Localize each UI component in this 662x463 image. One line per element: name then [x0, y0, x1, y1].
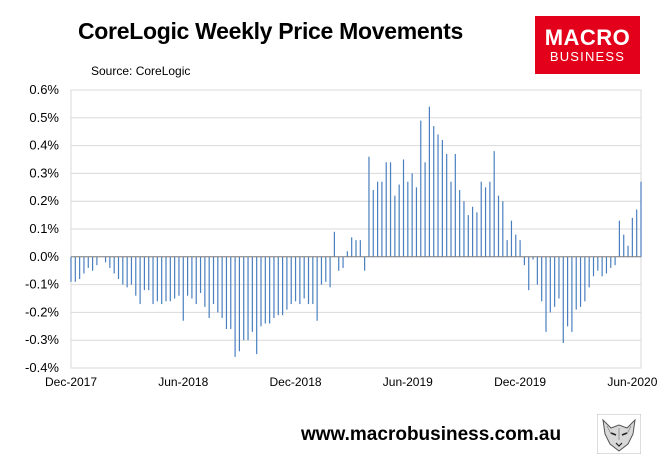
- bar-chart: -0.4% -0.3% -0.2% -0.1% 0.0% 0.1% 0.2% 0.3% 0.4%…: [25, 82, 658, 389]
- logo-line-1: MACRO: [544, 25, 631, 50]
- chart-title: CoreLogic Weekly Price Movements: [78, 18, 463, 44]
- x-tick-label: Dec-2019: [494, 375, 546, 389]
- y-tick-label: 0.5%: [29, 110, 59, 125]
- y-tick-label: 0.1%: [29, 221, 59, 236]
- footer-website-url[interactable]: www.macrobusiness.com.au: [301, 424, 562, 445]
- y-tick-label: 0.6%: [29, 82, 59, 97]
- wolf-head-icon: [597, 414, 641, 454]
- x-tick-label: Dec-2017: [45, 375, 97, 389]
- y-tick-label: 0.0%: [29, 249, 59, 264]
- y-tick-label: 0.3%: [29, 165, 59, 180]
- y-tick-label: 0.2%: [29, 193, 59, 208]
- x-tick-label: Dec-2018: [270, 375, 322, 389]
- x-tick-label: Jun-2018: [158, 375, 208, 389]
- y-tick-label: -0.1%: [25, 277, 59, 292]
- chart-source: Source: CoreLogic: [91, 64, 191, 78]
- y-tick-label: -0.3%: [25, 332, 59, 347]
- y-tick-label: 0.4%: [29, 138, 59, 153]
- logo-line-2: BUSINESS: [549, 49, 626, 64]
- x-tick-label: Jun-2020: [607, 375, 657, 389]
- macro-business-logo: MACRO BUSINESS: [535, 16, 640, 74]
- y-tick-label: -0.2%: [25, 304, 59, 319]
- y-tick-label: -0.4%: [25, 360, 59, 375]
- x-tick-label: Jun-2019: [383, 375, 433, 389]
